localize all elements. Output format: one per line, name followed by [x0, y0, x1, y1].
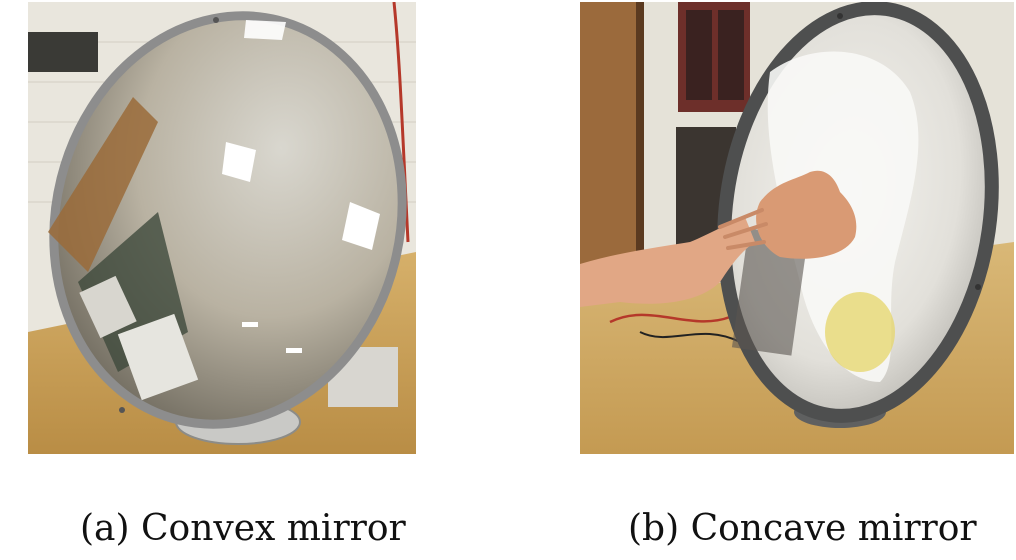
light-reflection	[222, 142, 256, 182]
red-cable	[609, 313, 731, 324]
reflected-logo	[825, 292, 895, 372]
fingers	[718, 208, 768, 250]
hand	[580, 217, 755, 307]
convex-mirror-photo	[28, 2, 416, 454]
door-frame	[636, 2, 644, 302]
concave-mirror-photo	[580, 2, 1014, 454]
caption-convex-mirror: (a) Convex mirror	[80, 508, 406, 549]
wooden-door	[580, 2, 640, 302]
screw	[837, 13, 843, 19]
light-reflection	[242, 322, 258, 327]
light-reflection	[286, 348, 302, 353]
reflected-bulletin-board	[48, 97, 158, 272]
reflected-hand	[756, 170, 857, 259]
light-reflection	[342, 202, 380, 250]
reflected-equipment	[731, 228, 809, 356]
caption-concave-mirror: (b) Concave mirror	[628, 508, 977, 549]
reflected-equipment	[79, 275, 137, 339]
black-cable	[639, 331, 741, 343]
cabinet-window	[718, 10, 744, 100]
light-reflection	[244, 20, 286, 40]
cabinet-window	[686, 10, 712, 100]
screw	[975, 284, 981, 290]
screw	[119, 407, 125, 413]
screw	[213, 17, 219, 23]
reflected-monitor	[117, 313, 199, 401]
shelf	[28, 32, 98, 72]
